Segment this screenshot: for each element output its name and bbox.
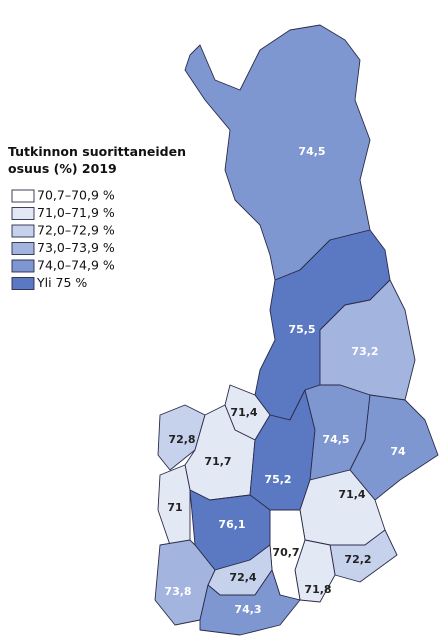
legend: Tutkinnon suorittaneiden osuus (%) 2019 70… xyxy=(8,144,186,290)
region xyxy=(349,394,439,501)
legend-swatch xyxy=(11,189,35,203)
legend-title: Tutkinnon suorittaneiden xyxy=(8,144,186,159)
region-label: 73,2 xyxy=(351,345,378,358)
region-label: 71,4 xyxy=(338,488,365,501)
region-label: 76,1 xyxy=(218,518,245,531)
legend-label: 72,0–72,9 % xyxy=(37,223,115,238)
region-label: 74,5 xyxy=(298,145,325,158)
region-label: 72,2 xyxy=(344,553,371,566)
legend-swatch xyxy=(11,259,35,273)
region-label: 74,5 xyxy=(322,433,349,446)
region-labels: 74,5 75,5 73,2 71,4 72,8 71,7 75,2 74,5 74 71,4 72… xyxy=(164,145,406,616)
legend-label: 71,0–71,9 % xyxy=(37,205,115,220)
region-label: 71,7 xyxy=(204,455,231,468)
legend-label: 74,0–74,9 % xyxy=(37,258,115,273)
legend-label: 70,7–70,9 % xyxy=(37,188,115,203)
region xyxy=(199,569,301,636)
region-label: 70,7 xyxy=(272,546,299,559)
region-label: 71,8 xyxy=(304,583,331,596)
region-label: 71 xyxy=(167,501,182,514)
region-label: 72,8 xyxy=(168,433,195,446)
region xyxy=(184,24,371,281)
region-label: 72,4 xyxy=(229,571,256,584)
legend-swatch xyxy=(11,242,35,255)
regions xyxy=(154,24,439,636)
region-label: 74,3 xyxy=(234,603,261,616)
legend-swatch xyxy=(11,277,35,290)
region-label: 75,2 xyxy=(264,473,291,486)
region-label: 74 xyxy=(390,445,406,458)
legend-swatch xyxy=(11,207,35,220)
legend-title: osuus (%) 2019 xyxy=(8,161,117,176)
legend-label: 73,0–73,9 % xyxy=(37,240,115,255)
region-label: 71,4 xyxy=(230,406,257,419)
legend-label: Yli 75 % xyxy=(36,275,87,290)
region-label: 75,5 xyxy=(288,323,315,336)
legend-swatch xyxy=(11,224,35,238)
region-label: 73,8 xyxy=(164,585,191,598)
